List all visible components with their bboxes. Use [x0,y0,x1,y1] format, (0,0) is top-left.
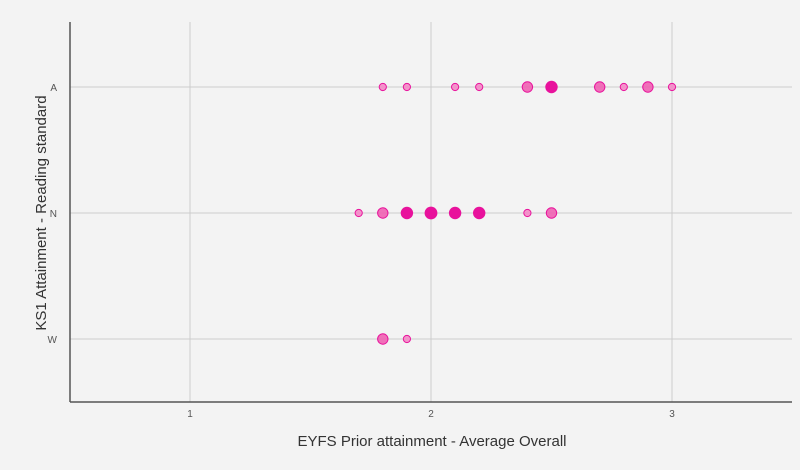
y-axis-title: KS1 Attainment - Reading standard [33,95,50,330]
scatter-point [545,207,558,219]
scatter-point [473,206,486,220]
scatter-point [475,82,484,92]
scatter-point [402,82,411,92]
y-tick-label: W [48,335,58,346]
scatter-point [545,80,558,94]
y-tick-label: N [50,209,57,220]
scatter-point [619,82,628,92]
scatter-point [448,206,462,220]
x-tick-label: 3 [669,409,675,420]
scatter-point [523,208,532,218]
scatter-point [377,333,389,345]
scatter-point [667,82,677,92]
scatter-point [642,81,654,93]
scatter-point [378,82,387,92]
x-tick-label: 2 [428,409,434,420]
tick-labels: 1 2 3 A N W [48,83,676,420]
scatter-point [521,81,534,93]
x-axis-title: EYFS Prior attainment - Average Overall [297,433,566,450]
scatter-point [594,81,606,93]
x-tick-label: 1 [187,409,193,420]
data-points [354,80,677,345]
axes [69,22,792,403]
scatter-point [424,206,438,220]
y-tick-label: A [50,83,57,94]
scatter-point [451,82,460,92]
scatter-point [402,334,411,344]
scatter-point [400,206,414,220]
scatter-point [354,208,363,218]
scatter-point [377,207,389,219]
